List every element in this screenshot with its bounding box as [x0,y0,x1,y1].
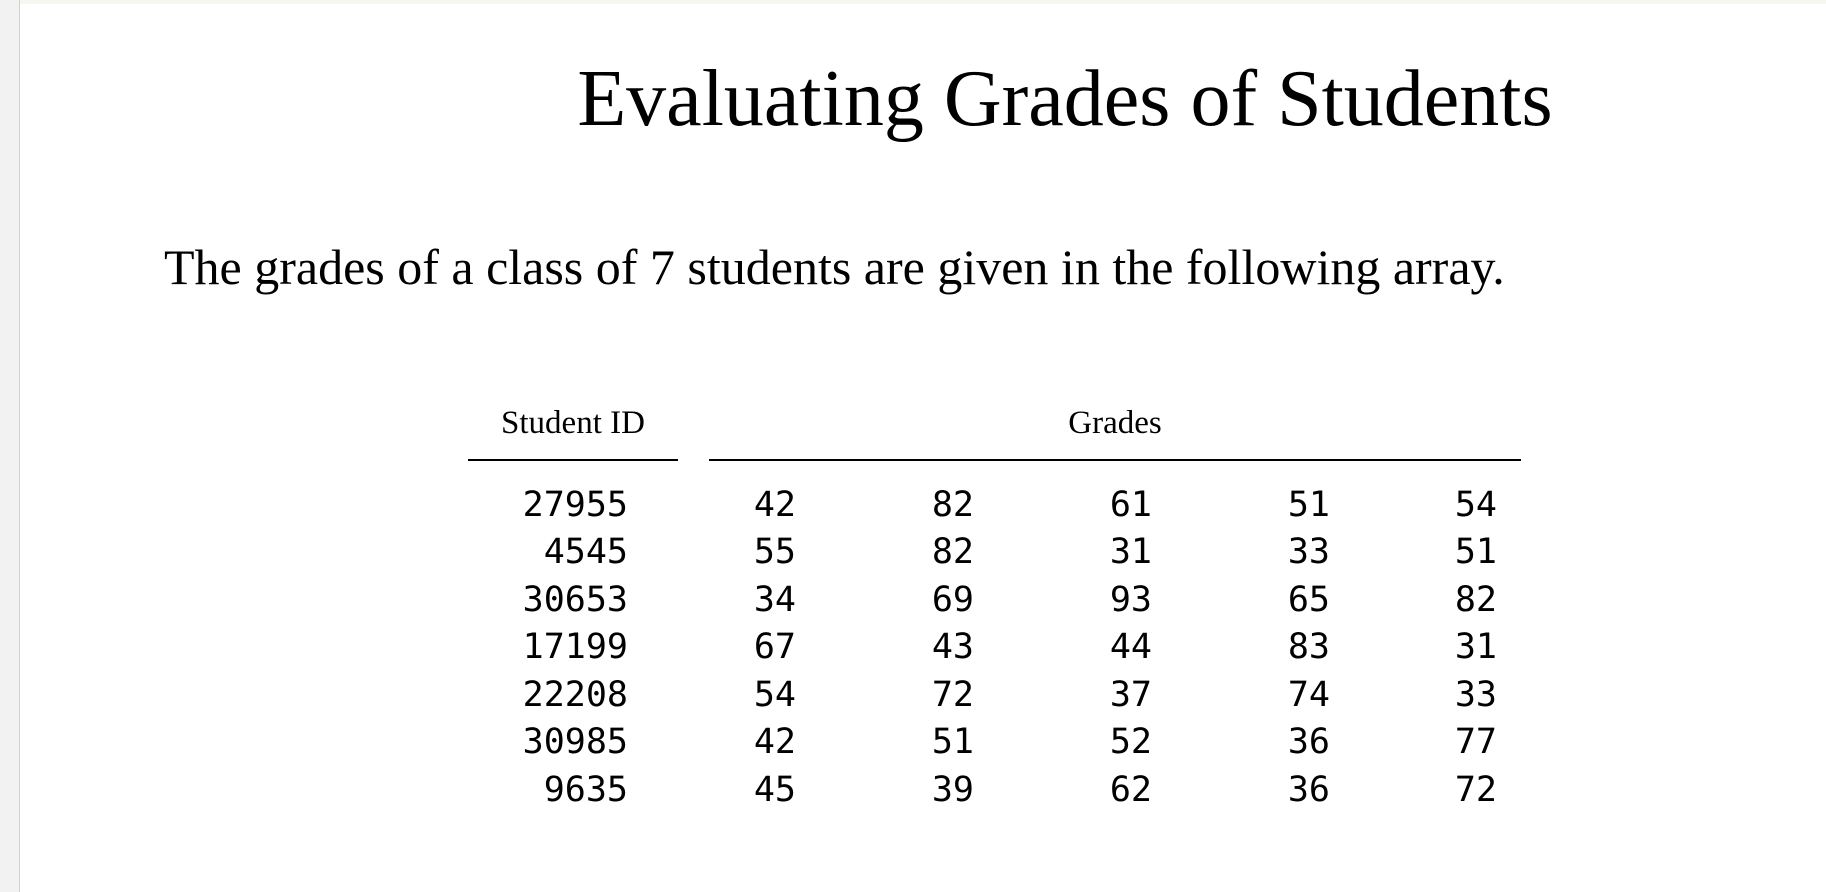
grade-cell: 74 [1287,674,1330,715]
table-row: 27955 42 82 61 51 54 [468,461,1521,529]
grade-cell: 51 [1454,532,1497,573]
grade-cell: 54 [753,674,796,715]
table-row: 30985 42 51 52 36 77 [468,719,1521,767]
intro-text: The grades of a class of 7 students are … [164,239,1505,295]
grade-cell: 44 [1109,627,1152,668]
grade-cell: 83 [1287,627,1330,668]
column-gap [678,671,709,719]
table-header-row: Student ID Grades [468,405,1521,461]
grade-cell: 42 [753,484,796,525]
student-id-cell: 9635 [543,769,628,810]
grade-cell: 36 [1287,722,1330,763]
column-gap [678,529,709,577]
grade-cell: 69 [931,579,974,620]
header-gap [678,405,709,461]
student-id-cell: 30653 [522,579,628,620]
grade-cell: 77 [1454,722,1497,763]
grade-cell: 54 [1454,484,1497,525]
grade-cell: 72 [1454,769,1497,810]
table-row: 4545 55 82 31 33 51 [468,529,1521,577]
student-id-header: Student ID [468,405,678,461]
table-row: 30653 34 69 93 65 82 [468,576,1521,624]
column-gap [678,624,709,672]
grade-cell: 37 [1109,674,1152,715]
table-row: 9635 45 39 62 36 72 [468,766,1521,814]
grade-cell: 51 [1287,484,1330,525]
student-id-cell: 27955 [522,484,628,525]
student-id-cell: 4545 [543,532,628,573]
column-gap [678,576,709,624]
grades-header: Grades [709,405,1521,461]
table-row: 17199 67 43 44 83 31 [468,624,1521,672]
grade-cell: 52 [1109,722,1152,763]
grade-cell: 82 [931,484,974,525]
grade-cell: 34 [753,579,796,620]
grade-cell: 36 [1287,769,1330,810]
grade-cell: 65 [1287,579,1330,620]
grade-cell: 33 [1454,674,1497,715]
student-id-cell: 22208 [522,674,628,715]
column-gap [678,461,709,529]
column-gap [678,766,709,814]
student-id-cell: 30985 [522,722,628,763]
grade-cell: 67 [753,627,796,668]
table-row: 22208 54 72 37 74 33 [468,671,1521,719]
grade-cell: 82 [931,532,974,573]
grade-cell: 61 [1109,484,1152,525]
column-gap [678,719,709,767]
grade-cell: 72 [931,674,974,715]
grade-cell: 51 [931,722,974,763]
grade-cell: 93 [1109,579,1152,620]
grade-cell: 45 [753,769,796,810]
page-title: Evaluating Grades of Students [577,55,1553,143]
grades-table: Student ID Grades 27955 42 82 61 51 54 4… [468,405,1521,814]
grade-cell: 39 [931,769,974,810]
grade-cell: 42 [753,722,796,763]
page-top-strip [20,0,1826,4]
grade-cell: 33 [1287,532,1330,573]
grade-cell: 31 [1109,532,1152,573]
grade-cell: 82 [1454,579,1497,620]
grade-cell: 43 [931,627,974,668]
grade-cell: 55 [753,532,796,573]
page-left-margin [0,0,20,892]
grade-cell: 31 [1454,627,1497,668]
student-id-cell: 17199 [522,627,628,668]
grade-cell: 62 [1109,769,1152,810]
